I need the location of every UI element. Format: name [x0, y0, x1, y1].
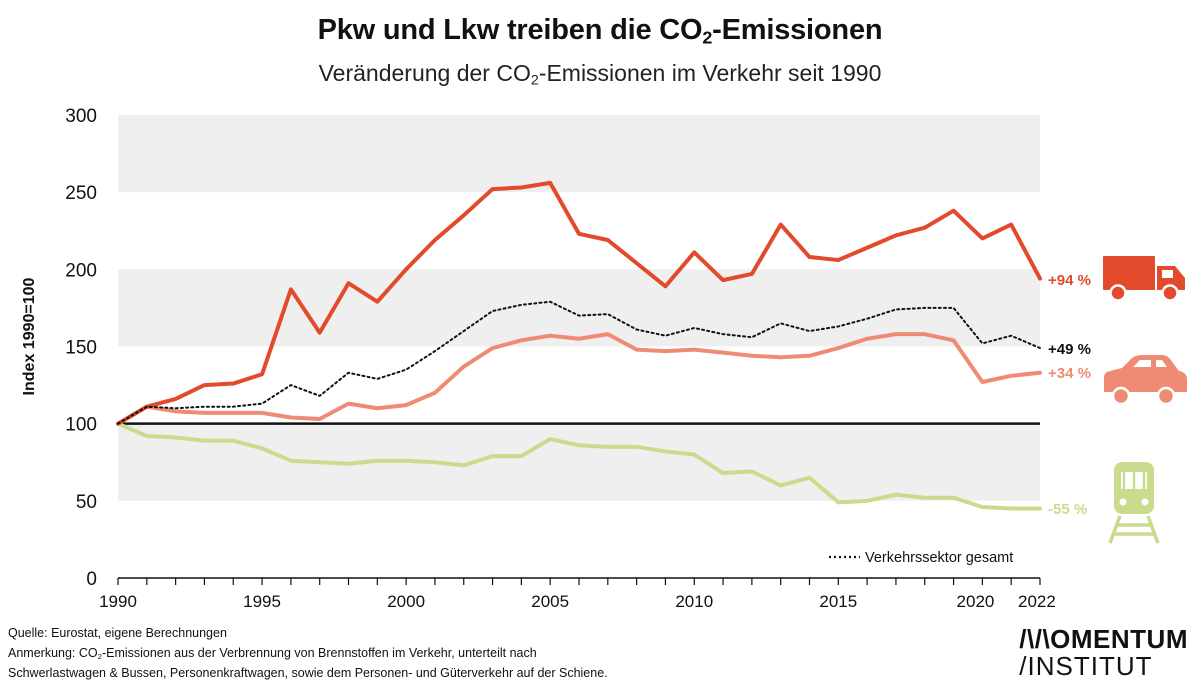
- end-label-pkw: +34 %: [1048, 365, 1091, 382]
- x-tick-label: 1990: [99, 592, 137, 611]
- x-tick-label: 2010: [675, 592, 713, 611]
- series-line-pkw: [116, 332, 1042, 426]
- series-line-lkw: [116, 180, 1042, 426]
- annotation-note-line2: Schwerlastwagen & Bussen, Personenkraftw…: [8, 666, 608, 680]
- x-tick-label: 2015: [819, 592, 857, 611]
- chart-subtitle-suffix: -Emissionen im Verkehr seit 1990: [538, 60, 882, 86]
- annotation-prefix: Anmerkung: CO: [8, 646, 98, 660]
- chart-subtitle-prefix: Veränderung der CO: [318, 60, 531, 86]
- x-tick-label: 1995: [243, 592, 281, 611]
- y-tick-label: 200: [65, 260, 97, 281]
- logo-line1: /\/\OMENTUM: [1019, 624, 1188, 654]
- chart-title: Pkw und Lkw treiben die CO2-Emissionen: [0, 14, 1200, 47]
- chart-title-prefix: Pkw und Lkw treiben die CO: [317, 14, 703, 46]
- chart-title-suffix: -Emissionen: [712, 14, 883, 46]
- x-axis: 1990 1995 2000 2005 2010 2015 2020 2022: [99, 577, 1056, 611]
- annotation-note: Anmerkung: CO2-Emissionen aus der Verbre…: [8, 646, 537, 660]
- grid-band: [118, 115, 1040, 193]
- y-tick-label: 250: [65, 183, 97, 204]
- grid-band: [118, 423, 1040, 501]
- end-labels: +94 % +49 % +34 % -55 %: [1048, 272, 1091, 518]
- y-axis-label: Index 1990=100: [21, 277, 38, 395]
- grid-bands: [118, 115, 1040, 501]
- series-lines: [116, 180, 1042, 511]
- legend-label-gesamt: Verkehrssektor gesamt: [865, 550, 1013, 566]
- car-icon: [1104, 355, 1187, 406]
- y-tick-label: 0: [86, 569, 97, 590]
- x-tick-label: 2000: [387, 592, 425, 611]
- x-tick-label: 2022: [1018, 592, 1056, 611]
- legend: Verkehrssektor gesamt: [829, 550, 1013, 566]
- x-tick-label: 2005: [531, 592, 569, 611]
- grid-band: [118, 269, 1040, 347]
- y-axis-ticks: 0 50 100 150 200 250 300: [65, 106, 97, 590]
- y-tick-label: 150: [65, 338, 97, 359]
- annotation-suffix: -Emissionen aus der Verbrennung von Bren…: [101, 646, 537, 660]
- momentum-institut-logo: /\/\OMENTUM /INSTITUT: [1019, 626, 1188, 680]
- end-label-schiene: -55 %: [1048, 501, 1087, 518]
- chart-title-subscript: 2: [702, 27, 713, 48]
- y-tick-label: 50: [76, 492, 97, 513]
- y-tick-label: 100: [65, 415, 97, 436]
- series-line-schiene: [116, 421, 1042, 511]
- source-note: Quelle: Eurostat, eigene Berechnungen: [8, 626, 227, 640]
- y-tick-label: 300: [65, 106, 97, 127]
- x-tick-label: 2020: [957, 592, 995, 611]
- series-line-gesamt: [117, 300, 1041, 425]
- chart-subtitle: Veränderung der CO2-Emissionen im Verkeh…: [0, 60, 1200, 89]
- chart-subtitle-subscript: 2: [530, 72, 539, 89]
- annotation-subscript: 2: [97, 651, 102, 661]
- train-icon: [1108, 462, 1160, 544]
- logo-line2: /INSTITUT: [1019, 651, 1153, 681]
- truck-icon: [1103, 256, 1185, 302]
- end-label-lkw: +94 %: [1048, 272, 1091, 289]
- end-label-gesamt: +49 %: [1048, 341, 1091, 358]
